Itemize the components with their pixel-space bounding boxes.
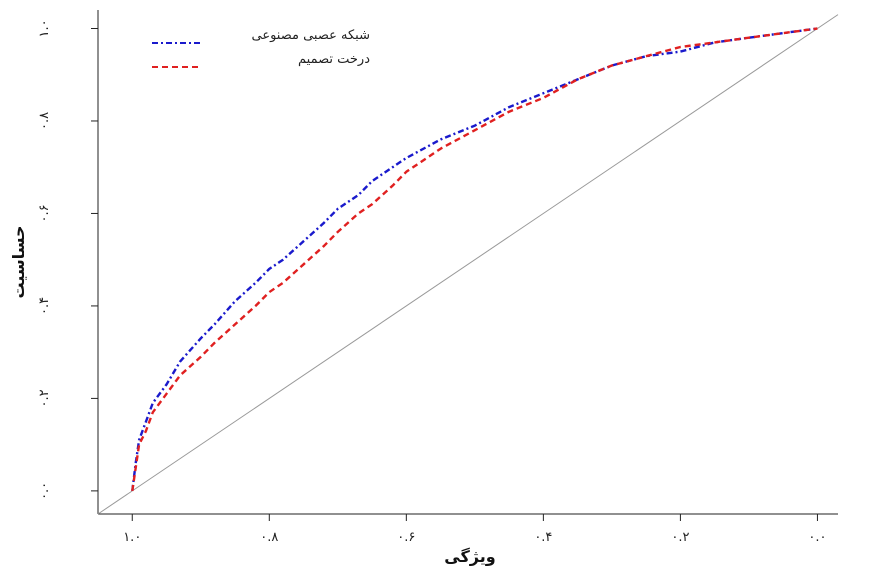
y-tick-label: ۰.۶ <box>37 204 52 222</box>
y-tick-label: ۰.۲ <box>37 389 52 407</box>
x-tick-label: ۱.۰ <box>123 530 141 545</box>
x-tick-label: ۰.۲ <box>671 530 689 545</box>
legend-label-2: درخت تصمیم <box>298 52 370 67</box>
y-axis: ۰.۰ ۰.۲ ۰.۴ ۰.۶ ۰.۸ ۱.۰ <box>37 19 98 500</box>
plot-frame <box>97 10 838 515</box>
x-tick-label: ۰.۸ <box>260 530 278 545</box>
x-tick-label: ۰.۴ <box>534 530 552 545</box>
y-axis-title: حساسیت <box>9 225 28 298</box>
y-tick-label: ۰.۸ <box>37 112 52 130</box>
y-tick-label: ۰.۰ <box>37 482 52 500</box>
series-layer <box>131 27 818 492</box>
legend-label-1: شبکه عصبی مصنوعی <box>252 28 371 43</box>
y-tick-label: ۱.۰ <box>37 19 52 37</box>
legend: شبکه عصبی مصنوعی درخت تصمیم <box>152 28 371 68</box>
x-tick-label: ۰.۰ <box>808 530 826 545</box>
x-tick-label: ۰.۶ <box>397 530 415 545</box>
x-axis: ۱.۰ ۰.۸ ۰.۶ ۰.۴ ۰.۲ ۰.۰ <box>123 514 826 545</box>
reference-diagonal <box>97 14 839 515</box>
reference-line <box>97 14 839 515</box>
y-tick-label: ۰.۴ <box>37 297 52 315</box>
x-axis-title: ویژگی <box>444 547 495 566</box>
series-line-2 <box>131 27 818 492</box>
